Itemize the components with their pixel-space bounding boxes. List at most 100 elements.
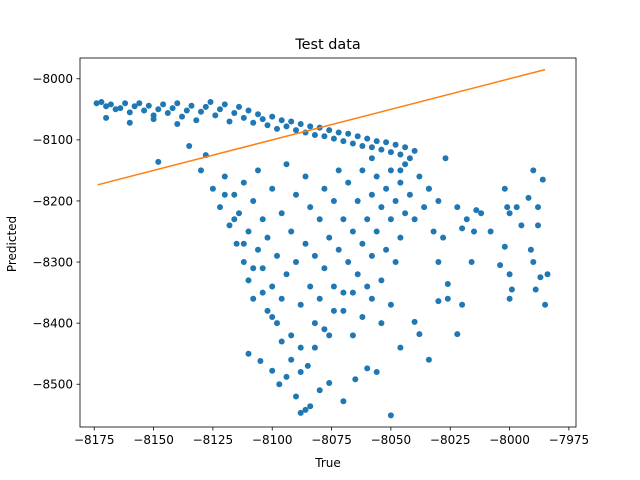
data-point bbox=[506, 271, 513, 278]
data-point bbox=[435, 198, 442, 204]
data-point bbox=[236, 103, 242, 110]
data-point bbox=[330, 135, 337, 142]
data-point bbox=[307, 204, 314, 211]
data-point bbox=[141, 107, 148, 114]
data-point bbox=[349, 140, 356, 147]
data-point bbox=[397, 151, 404, 158]
data-point bbox=[150, 116, 157, 123]
data-point bbox=[255, 167, 261, 174]
data-point bbox=[179, 113, 185, 120]
x-axis-label: True bbox=[314, 456, 341, 470]
data-point bbox=[373, 369, 380, 375]
data-point bbox=[311, 320, 318, 327]
data-point bbox=[368, 191, 375, 198]
data-point bbox=[107, 101, 114, 108]
data-point bbox=[164, 110, 171, 116]
data-point bbox=[378, 320, 385, 327]
data-point bbox=[473, 207, 480, 214]
data-point bbox=[278, 295, 285, 302]
data-point bbox=[269, 314, 276, 320]
data-point bbox=[250, 198, 257, 204]
data-point bbox=[293, 127, 299, 134]
data-point bbox=[504, 204, 511, 211]
data-point bbox=[302, 173, 309, 180]
data-point bbox=[278, 338, 285, 345]
data-point bbox=[316, 216, 323, 223]
axes-frame bbox=[79, 57, 577, 428]
data-point bbox=[378, 146, 385, 153]
data-point bbox=[155, 158, 162, 165]
data-point bbox=[459, 225, 466, 232]
data-point bbox=[435, 298, 442, 305]
data-point bbox=[454, 331, 461, 338]
data-point bbox=[122, 100, 129, 107]
data-point bbox=[425, 356, 432, 363]
data-point bbox=[186, 143, 193, 149]
data-point bbox=[98, 99, 105, 105]
data-point bbox=[416, 173, 423, 180]
data-point bbox=[321, 185, 328, 192]
data-point bbox=[435, 259, 442, 265]
data-point bbox=[383, 185, 390, 192]
data-point bbox=[207, 99, 214, 105]
data-point bbox=[359, 314, 366, 320]
data-point bbox=[269, 113, 276, 120]
fit-line-path bbox=[97, 68, 546, 186]
data-point bbox=[440, 234, 447, 241]
data-point bbox=[359, 143, 366, 149]
data-point bbox=[269, 185, 276, 192]
data-point bbox=[402, 144, 409, 151]
data-point bbox=[392, 259, 399, 265]
data-point bbox=[444, 295, 451, 302]
data-point bbox=[193, 117, 200, 124]
x-tick-label: −8150 bbox=[133, 433, 174, 447]
data-point bbox=[283, 271, 290, 278]
data-point bbox=[378, 277, 385, 284]
data-point bbox=[226, 222, 233, 229]
data-point bbox=[497, 262, 504, 269]
data-point bbox=[364, 135, 371, 142]
data-point bbox=[231, 216, 238, 223]
data-point bbox=[525, 194, 532, 201]
chart-title: Test data bbox=[294, 37, 360, 53]
data-point bbox=[293, 393, 299, 400]
data-point bbox=[373, 228, 380, 235]
data-point bbox=[459, 301, 466, 308]
data-point bbox=[259, 289, 266, 296]
data-point bbox=[354, 271, 361, 278]
data-point bbox=[387, 216, 394, 223]
data-point bbox=[411, 147, 418, 154]
data-point bbox=[373, 138, 380, 145]
data-point bbox=[311, 132, 318, 138]
data-point bbox=[335, 246, 342, 253]
data-point bbox=[387, 301, 394, 308]
data-point bbox=[340, 289, 347, 296]
data-point bbox=[397, 167, 404, 174]
data-point bbox=[293, 191, 299, 198]
data-point bbox=[397, 179, 404, 186]
data-point bbox=[255, 111, 261, 118]
data-point bbox=[364, 216, 371, 223]
data-point bbox=[257, 358, 264, 364]
data-point bbox=[283, 373, 290, 380]
data-point bbox=[406, 155, 413, 162]
x-tick-label: −8100 bbox=[252, 433, 293, 447]
data-point bbox=[288, 356, 295, 363]
data-point bbox=[311, 344, 318, 351]
data-point bbox=[297, 301, 304, 308]
data-point bbox=[209, 185, 216, 192]
data-point bbox=[278, 210, 285, 217]
data-point bbox=[103, 114, 110, 121]
data-point bbox=[212, 112, 219, 119]
data-point bbox=[537, 274, 544, 281]
data-point bbox=[340, 216, 347, 223]
data-point bbox=[411, 216, 418, 223]
data-point bbox=[359, 167, 366, 174]
data-point bbox=[174, 100, 181, 107]
scatter-points bbox=[93, 99, 551, 419]
y-axis: −8500 −8400 −8300 −8200 −8100 −8000 bbox=[32, 72, 80, 392]
data-point bbox=[349, 289, 356, 296]
data-point bbox=[387, 149, 394, 156]
